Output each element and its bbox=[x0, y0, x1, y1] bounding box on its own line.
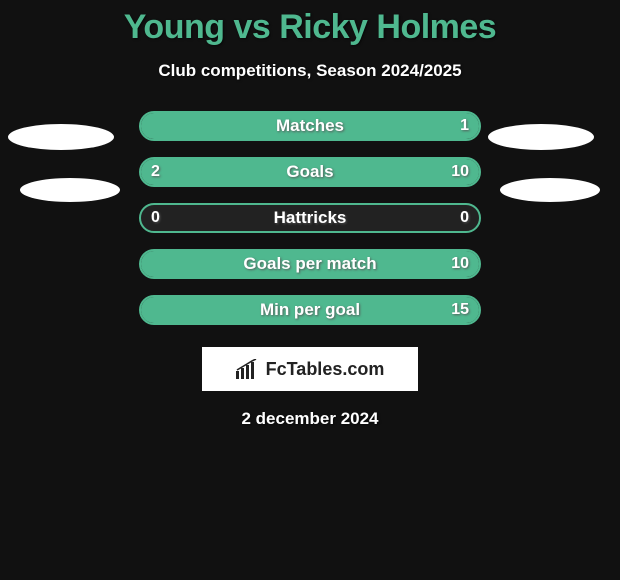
stat-value-right: 0 bbox=[460, 209, 469, 227]
stat-value-right: 10 bbox=[451, 255, 469, 273]
stat-fill-left bbox=[141, 159, 198, 185]
stat-row: Min per goal 15 bbox=[139, 295, 481, 325]
page-title: Young vs Ricky Holmes bbox=[0, 8, 620, 47]
player-avatar-placeholder bbox=[20, 178, 120, 202]
stat-value-right: 1 bbox=[460, 117, 469, 135]
comparison-card: Young vs Ricky Holmes Club competitions,… bbox=[0, 0, 620, 429]
stat-label: Goals per match bbox=[243, 254, 376, 274]
stat-label: Goals bbox=[286, 162, 333, 182]
stat-value-right: 10 bbox=[451, 163, 469, 181]
stat-label: Hattricks bbox=[274, 208, 347, 228]
stat-row: 0 Hattricks 0 bbox=[139, 203, 481, 233]
stat-row: 2 Goals 10 bbox=[139, 157, 481, 187]
brand-name: FcTables.com bbox=[266, 359, 385, 380]
date-text: 2 december 2024 bbox=[0, 409, 620, 429]
stat-label: Min per goal bbox=[260, 300, 360, 320]
subtitle: Club competitions, Season 2024/2025 bbox=[0, 61, 620, 81]
stat-value-left: 2 bbox=[151, 163, 160, 181]
brand-logo[interactable]: FcTables.com bbox=[202, 347, 418, 391]
stat-row: Matches 1 bbox=[139, 111, 481, 141]
bar-chart-icon bbox=[236, 359, 260, 379]
stat-value-left: 0 bbox=[151, 209, 160, 227]
stat-fill-right bbox=[198, 159, 479, 185]
player-avatar-placeholder bbox=[500, 178, 600, 202]
stat-value-right: 15 bbox=[451, 301, 469, 319]
player-avatar-placeholder bbox=[488, 124, 594, 150]
stat-label: Matches bbox=[276, 116, 344, 136]
stat-row: Goals per match 10 bbox=[139, 249, 481, 279]
player-avatar-placeholder bbox=[8, 124, 114, 150]
